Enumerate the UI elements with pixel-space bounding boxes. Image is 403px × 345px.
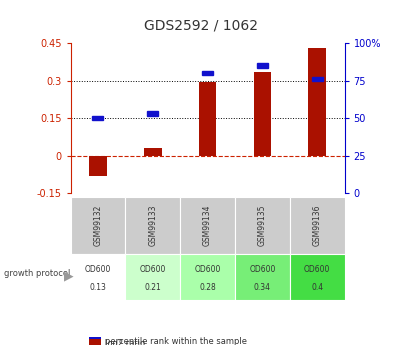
Text: 0.4: 0.4 (311, 283, 323, 292)
Text: GDS2592 / 1062: GDS2592 / 1062 (145, 19, 258, 33)
Bar (290, 197, 345, 254)
Bar (308, 48, 326, 156)
Bar (125, 254, 180, 300)
Bar (89, 337, 101, 345)
Text: OD600: OD600 (304, 265, 330, 274)
Text: OD600: OD600 (85, 265, 111, 274)
Text: growth protocol: growth protocol (4, 269, 71, 278)
Text: log2 ratio: log2 ratio (105, 339, 145, 345)
Bar (92, 116, 104, 120)
Text: ▶: ▶ (64, 270, 73, 283)
Text: 0.21: 0.21 (144, 283, 161, 292)
Bar (71, 254, 125, 300)
Text: OD600: OD600 (194, 265, 221, 274)
Text: OD600: OD600 (139, 265, 166, 274)
Text: percentile rank within the sample: percentile rank within the sample (105, 337, 247, 345)
Bar (235, 254, 290, 300)
Text: GSM99134: GSM99134 (203, 204, 212, 246)
Bar (199, 82, 216, 156)
Bar (257, 63, 268, 68)
Text: GSM99136: GSM99136 (313, 204, 322, 246)
Bar (253, 72, 271, 156)
Bar (180, 197, 235, 254)
Bar (235, 197, 290, 254)
Bar (290, 254, 345, 300)
Bar (180, 254, 235, 300)
Bar (312, 77, 323, 81)
Text: GSM99133: GSM99133 (148, 204, 157, 246)
Text: GSM99132: GSM99132 (93, 205, 102, 246)
Bar (71, 197, 125, 254)
Text: 0.13: 0.13 (89, 283, 106, 292)
Text: GSM99135: GSM99135 (258, 204, 267, 246)
Bar (89, 339, 101, 345)
Bar (144, 148, 162, 156)
Bar (89, 156, 107, 176)
Bar (147, 111, 158, 116)
Text: 0.34: 0.34 (254, 283, 271, 292)
Text: 0.28: 0.28 (199, 283, 216, 292)
Text: OD600: OD600 (249, 265, 276, 274)
Bar (125, 197, 180, 254)
Bar (202, 71, 213, 76)
